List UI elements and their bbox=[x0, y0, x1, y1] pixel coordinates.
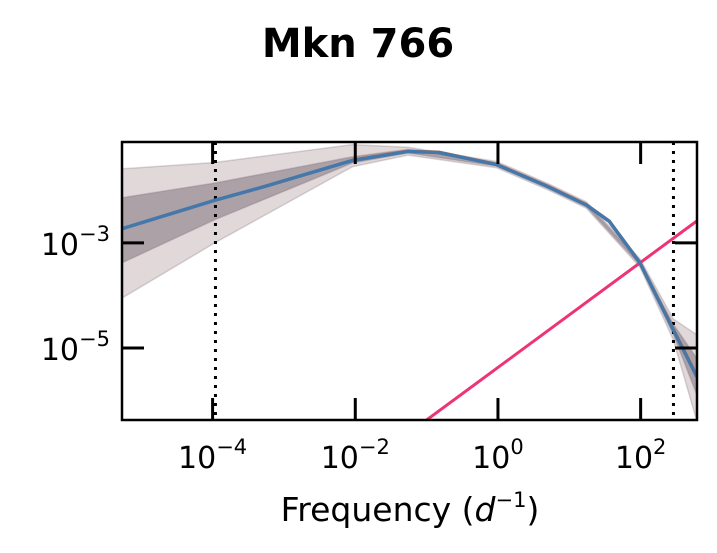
x-tick-label: 10−4 bbox=[178, 435, 247, 476]
axes-frame bbox=[120, 140, 699, 422]
chart-title: Mkn 766 bbox=[262, 21, 454, 67]
x-tick-label: 10−2 bbox=[321, 435, 390, 476]
plot-area bbox=[122, 142, 697, 420]
y-tick-label: 10−5 bbox=[41, 327, 110, 368]
x-axis-label: Frequency (d−1) bbox=[281, 488, 540, 529]
band-inner bbox=[122, 148, 697, 396]
x-tick-label: 100 bbox=[472, 435, 524, 476]
series-noise bbox=[425, 219, 697, 420]
x-tick-label: 102 bbox=[615, 435, 667, 476]
axis-ticks: 10−4 10−2 100 102 10−3 10−5 bbox=[41, 142, 697, 476]
series-model bbox=[122, 149, 697, 378]
series-data bbox=[352, 149, 697, 377]
y-tick-label: 10−3 bbox=[41, 222, 110, 263]
